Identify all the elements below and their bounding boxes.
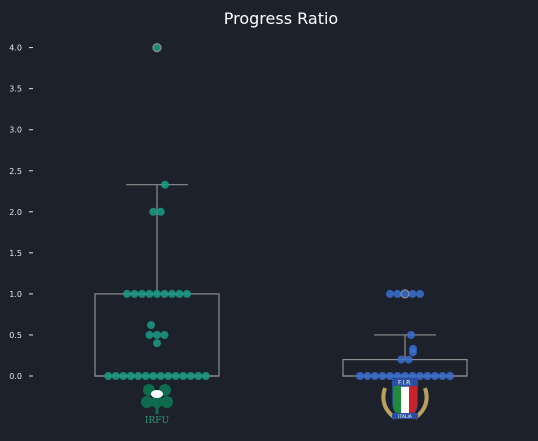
y-tick-label: 0.5 — [9, 331, 22, 340]
data-point — [119, 372, 128, 380]
data-point — [397, 355, 406, 364]
data-point — [134, 372, 143, 380]
data-point — [431, 372, 439, 380]
data-point — [175, 289, 184, 298]
data-point — [407, 330, 415, 339]
data-point — [138, 289, 146, 298]
y-tick-label: 2.5 — [9, 167, 22, 176]
data-point — [141, 372, 150, 380]
shamrock-stem — [155, 402, 159, 414]
irfu-logo-text: IRFU — [145, 416, 170, 426]
data-point — [186, 372, 195, 380]
data-point — [126, 372, 135, 380]
data-point — [123, 289, 131, 298]
y-tick-label: 2.0 — [9, 208, 22, 217]
y-tick-label: 1.0 — [9, 290, 22, 299]
data-point — [423, 372, 432, 380]
y-tick-label: 3.0 — [9, 126, 22, 135]
y-axis: 0.0 0.5 1.0 1.5 2.0 2.5 3.0 3.5 4.0 — [9, 44, 33, 381]
data-point — [156, 372, 165, 380]
data-point — [393, 289, 402, 298]
data-point — [404, 355, 413, 364]
data-point — [145, 330, 154, 339]
y-tick-label: 4.0 — [9, 44, 22, 53]
irfu-logo: IRFU — [141, 384, 173, 426]
data-point — [446, 372, 454, 380]
data-point — [149, 207, 158, 216]
shield-header — [392, 378, 418, 386]
data-point — [168, 289, 176, 298]
data-point — [363, 372, 372, 380]
data-point — [164, 372, 173, 380]
outlier-marker — [400, 289, 410, 299]
data-point — [179, 372, 188, 380]
fir-logo-text: ITALIA — [398, 414, 413, 420]
chart-title: Progress Ratio — [224, 9, 338, 28]
shamrock-leaf — [161, 396, 173, 408]
data-point — [160, 289, 169, 298]
data-point — [145, 289, 154, 298]
team-logos: IRFU F.I.R. ITALIA — [141, 378, 429, 426]
data-point — [386, 289, 394, 298]
data-point — [104, 372, 113, 380]
data-point — [161, 180, 169, 189]
data-point — [153, 330, 161, 339]
data-point — [153, 43, 161, 52]
data-point — [171, 372, 180, 380]
series-italy — [342, 289, 468, 380]
data-point — [147, 321, 155, 330]
data-point — [201, 372, 210, 380]
outlier-marker — [152, 42, 162, 53]
data-point — [111, 372, 120, 380]
data-point — [194, 372, 203, 380]
data-point — [356, 372, 364, 380]
data-point — [130, 289, 139, 298]
data-point — [408, 289, 417, 298]
banner — [392, 413, 418, 419]
data-point — [378, 372, 387, 380]
y-tick-label: 3.5 — [9, 85, 22, 94]
plot-area — [94, 42, 468, 380]
data-point — [401, 289, 409, 298]
shamrock-leaf — [141, 396, 153, 408]
data-point — [416, 289, 424, 298]
y-tick-label: 0.0 — [9, 372, 22, 381]
data-point — [371, 372, 379, 380]
series-ireland — [94, 42, 220, 380]
flag-red — [409, 386, 417, 416]
flag-green — [393, 386, 401, 416]
data-point — [409, 348, 417, 357]
rugby-ball-icon — [151, 390, 163, 398]
y-tick-label: 1.5 — [9, 249, 22, 258]
fir-caption: F.I.R. — [398, 380, 412, 387]
data-point — [160, 330, 169, 339]
data-point — [153, 339, 161, 348]
data-point — [438, 372, 447, 380]
data-point — [153, 289, 161, 298]
fir-logo: F.I.R. ITALIA — [381, 378, 429, 420]
data-point — [156, 207, 165, 216]
data-point — [149, 372, 158, 380]
data-point — [183, 289, 191, 298]
